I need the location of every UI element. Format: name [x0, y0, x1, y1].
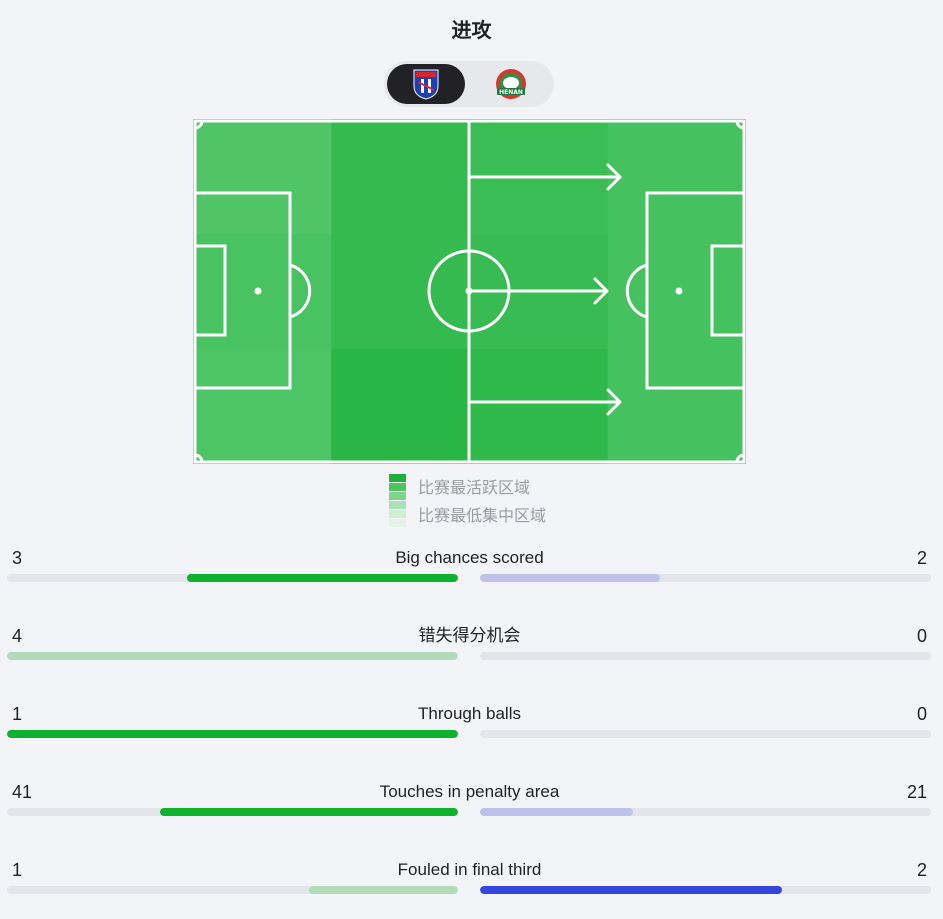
stat-name: Touches in penalty area [379, 782, 560, 801]
home-stat-value: 3 [12, 548, 23, 568]
away-stat-value: 2 [916, 860, 927, 880]
stat-row: 1 Through balls 0 [0, 703, 943, 763]
shanghai-shenhua-crest-icon [413, 69, 439, 100]
away-stat-value: 0 [916, 626, 927, 646]
legend-color-scale [389, 474, 406, 528]
stat-name: 错失得分机会 [418, 626, 521, 645]
home-stat-fill [309, 886, 458, 894]
away-stat-bar [480, 730, 931, 738]
home-stat-bar [7, 652, 458, 660]
away-stat-bar [480, 808, 931, 816]
pitch-zone [331, 234, 470, 350]
stat-row: 3 Big chances scored 2 [0, 547, 943, 607]
pitch-heatmap [193, 119, 746, 464]
away-stat-fill [480, 808, 634, 816]
team-toggle: HENAN [384, 61, 554, 107]
section-title: 进攻 [451, 18, 492, 42]
pitch-zone [193, 119, 332, 235]
legend-high-label: 比赛最活跃区域 [418, 478, 531, 497]
pitch-zone [607, 119, 746, 235]
henan-fc-crest-icon: HENAN [496, 69, 526, 99]
home-stat-value: 1 [12, 860, 23, 880]
stat-row: 1 Fouled in final third 2 [0, 859, 943, 919]
away-stat-bar [480, 886, 931, 894]
home-stat-value: 41 [12, 782, 33, 802]
pitch-zone [331, 119, 470, 235]
away-stat-value: 0 [916, 704, 927, 724]
home-stat-bar [7, 808, 458, 816]
attack-arrow-middle [467, 277, 609, 305]
pitch-zone [331, 349, 470, 464]
stat-row: 4 错失得分机会 0 [0, 625, 943, 685]
pitch-zone [469, 349, 609, 464]
home-stat-value: 4 [12, 626, 23, 646]
legend-low-label: 比赛最低集中区域 [418, 506, 547, 525]
stat-name: Through balls [417, 704, 521, 723]
henan-label: HENAN [499, 89, 523, 96]
stat-name: Fouled in final third [397, 860, 542, 879]
away-stat-fill [480, 886, 783, 894]
legend-swatch [389, 474, 406, 482]
legend-swatch [389, 519, 406, 527]
home-stat-value: 1 [12, 704, 23, 724]
stat-row: 41 Touches in penalty area 21 [0, 781, 943, 841]
legend-swatch [389, 492, 406, 500]
stat-name: Big chances scored [395, 548, 544, 567]
home-stat-bar [7, 730, 458, 738]
home-stat-fill [7, 730, 458, 738]
attack-arrow-bottom [467, 388, 622, 416]
attack-arrow-top [467, 163, 622, 191]
away-team-button[interactable]: HENAN [472, 64, 550, 104]
away-stat-value: 21 [906, 782, 927, 802]
away-stat-fill [480, 574, 661, 582]
home-stat-bar [7, 574, 458, 582]
legend-swatch [389, 510, 406, 518]
home-stat-fill [7, 652, 458, 660]
away-stat-value: 2 [916, 548, 927, 568]
legend-swatch [389, 501, 406, 509]
away-stat-bar [480, 574, 931, 582]
home-team-button[interactable] [387, 64, 465, 104]
legend-swatch [389, 483, 406, 491]
away-stat-bar [480, 652, 931, 660]
home-stat-fill [187, 574, 458, 582]
home-stat-bar [7, 886, 458, 894]
home-stat-fill [160, 808, 458, 816]
pitch-zone [607, 349, 746, 464]
pitch-zone [193, 349, 332, 464]
